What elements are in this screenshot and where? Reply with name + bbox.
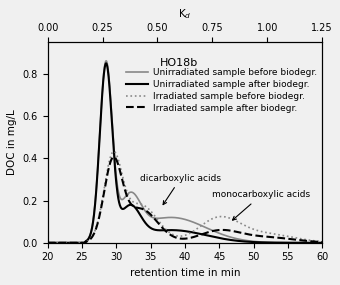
Unirradiated sample after biodegr.: [157, 229, 161, 232]
Unirradiated sample after biodegr.: [104, 62, 108, 65]
Unirradiated sample after biodegr.: [167, 228, 171, 232]
Unirradiated sample after biodegr.: [265, 241, 269, 244]
Y-axis label: DOC in mg/L: DOC in mg/L: [7, 110, 17, 175]
Line: Irradiated sample after biodegr.: Irradiated sample after biodegr.: [48, 157, 322, 243]
Unirradiated sample after biodegr.: [260, 241, 264, 244]
Irradiated sample after biodegr.: [46, 241, 50, 245]
Line: Unirradiated sample after biodegr.: Unirradiated sample after biodegr.: [48, 63, 322, 243]
Unirradiated sample before biodegr.: [46, 241, 50, 245]
Irradiated sample before biodegr.: [167, 230, 171, 234]
Unirradiated sample before biodegr.: [157, 217, 161, 220]
Irradiated sample after biodegr.: [234, 230, 238, 233]
Irradiated sample after biodegr.: [112, 155, 116, 159]
Legend: Unirradiated sample before biodegr., Unirradiated sample after biodegr., Irradia: Unirradiated sample before biodegr., Uni…: [122, 65, 321, 116]
Unirradiated sample before biodegr.: [260, 240, 264, 244]
Irradiated sample after biodegr.: [260, 235, 264, 238]
Line: Unirradiated sample before biodegr.: Unirradiated sample before biodegr.: [48, 61, 322, 243]
Irradiated sample before biodegr.: [157, 220, 161, 223]
Irradiated sample before biodegr.: [260, 230, 264, 233]
Unirradiated sample before biodegr.: [234, 237, 238, 240]
X-axis label: K$_d$: K$_d$: [178, 7, 192, 21]
Unirradiated sample after biodegr.: [234, 239, 238, 243]
Text: monocarboxylic acids: monocarboxylic acids: [212, 190, 310, 220]
Irradiated sample after biodegr.: [167, 232, 171, 235]
Irradiated sample before biodegr.: [46, 241, 50, 245]
Unirradiated sample before biodegr.: [104, 59, 108, 62]
Unirradiated sample before biodegr.: [73, 241, 78, 245]
Unirradiated sample before biodegr.: [265, 241, 269, 244]
Irradiated sample after biodegr.: [157, 222, 161, 226]
Text: dicarboxylic acids: dicarboxylic acids: [140, 174, 221, 205]
Irradiated sample before biodegr.: [73, 241, 78, 245]
Irradiated sample after biodegr.: [320, 240, 324, 244]
Line: Irradiated sample before biodegr.: Irradiated sample before biodegr.: [48, 152, 322, 243]
Unirradiated sample before biodegr.: [320, 241, 324, 245]
Unirradiated sample after biodegr.: [46, 241, 50, 245]
Irradiated sample before biodegr.: [234, 219, 238, 223]
Unirradiated sample before biodegr.: [167, 216, 171, 219]
Irradiated sample after biodegr.: [265, 235, 269, 239]
Irradiated sample before biodegr.: [112, 150, 116, 153]
Unirradiated sample after biodegr.: [73, 241, 78, 245]
Irradiated sample before biodegr.: [265, 231, 269, 234]
Irradiated sample before biodegr.: [320, 240, 324, 243]
Irradiated sample after biodegr.: [73, 241, 78, 245]
X-axis label: retention time in min: retention time in min: [130, 268, 240, 278]
Text: HO18b: HO18b: [160, 58, 199, 68]
Unirradiated sample after biodegr.: [320, 241, 324, 245]
